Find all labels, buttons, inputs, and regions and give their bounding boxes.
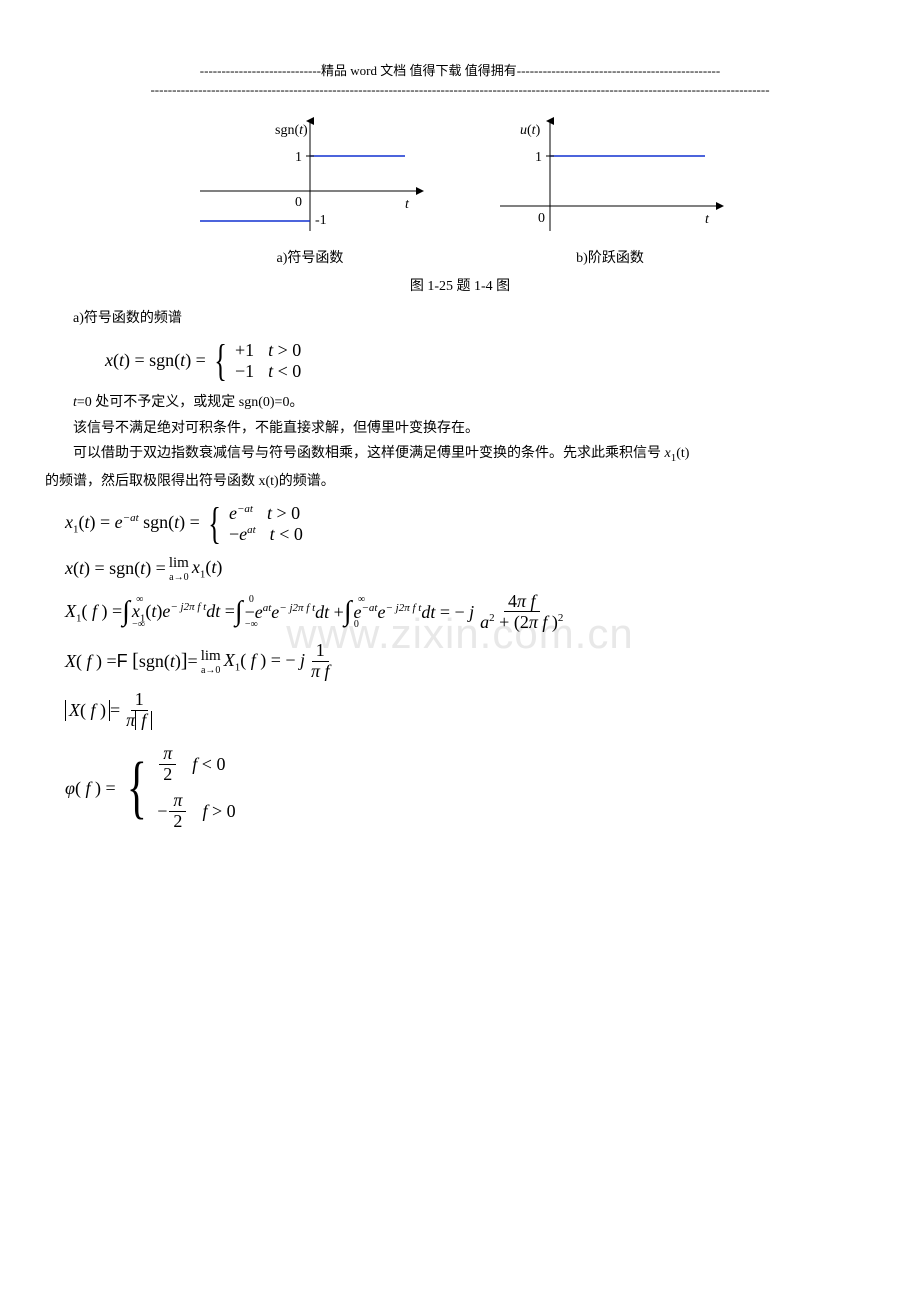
sgn-def-r1v: +1 <box>235 340 254 361</box>
step-ylabel: u(t) <box>520 123 541 138</box>
step-caption: b)阶跃函数 <box>495 247 725 267</box>
header-dash-suffix: ----------------------------------------… <box>517 63 720 78</box>
lim2u: a→0 <box>201 665 220 676</box>
eq-x1-def: x1(t) = e−at sgn(t) = { e−att > 0 −eatt … <box>65 502 875 546</box>
eq-X1f: X1( f ) = ∫∞−∞ x1(t)e− j2π f tdt = ∫0−∞ … <box>65 592 875 634</box>
Xf-num: 1 <box>312 641 329 662</box>
sgn-xlabel: t <box>405 197 410 212</box>
figure-sgn: sgn(t) 1 -1 0 t a)符号函数 <box>195 116 425 267</box>
abs-num: 1 <box>131 690 148 711</box>
lim2: lim <box>201 648 221 665</box>
header-dash-prefix: ---------------------------- <box>200 63 321 78</box>
step-plot: u(t) 1 0 t <box>495 116 725 236</box>
sgn-tick-1: 1 <box>295 150 302 165</box>
para1: t=0 处可不予定义，或规定 sgn(0)=0。 <box>45 391 875 415</box>
sgn-ylabel: sgn(t) <box>275 123 308 138</box>
phi-r2d: 2 <box>169 812 186 832</box>
sgn-tick-n1: -1 <box>315 213 327 228</box>
header-divider: ----------------------------------------… <box>45 82 875 98</box>
sgn-plot: sgn(t) 1 -1 0 t <box>195 116 425 236</box>
step-xlabel: t <box>705 212 710 227</box>
doc-header: ----------------------------精品 word 文档 值… <box>45 60 875 79</box>
eq-xt-lim: x(t) = sgn(t) = lima→0 x1(t) <box>65 554 875 584</box>
fourier-sym: F <box>117 651 128 672</box>
para2: 该信号不满足绝对可积条件，不能直接求解，但傅里叶变换存在。 <box>45 417 875 441</box>
figures-row: sgn(t) 1 -1 0 t a)符号函数 <box>45 116 875 267</box>
eq-phi: φ( f ) = { π2 f < 0 −π2 f > 0 <box>65 744 875 831</box>
step-tick-1: 1 <box>535 150 542 165</box>
section-a-title: a)符号函数的频谱 <box>45 307 875 331</box>
eq-Xf: X( f ) = F [sgn(t)] = lima→0 X1( f ) = −… <box>65 641 875 682</box>
main-figure-caption: 图 1-25 题 1-4 图 <box>45 275 875 295</box>
header-title: 精品 word 文档 值得下载 值得拥有 <box>321 63 517 78</box>
sgn-caption: a)符号函数 <box>195 247 425 267</box>
eq-sgn-def: x(t) = sgn(t) = { +1t > 0 −1t < 0 <box>105 339 875 383</box>
phi-r1d: 2 <box>159 765 176 785</box>
lim1: lim <box>169 555 189 572</box>
para3: 可以借助于双边指数衰减信号与符号函数相乘，这样便满足傅里叶变换的条件。先求此乘积… <box>45 442 875 467</box>
sgn-def-r2v: −1 <box>235 361 254 382</box>
step-zero: 0 <box>538 211 545 226</box>
phi-r1n: π <box>159 744 176 765</box>
figure-step: u(t) 1 0 t b)阶跃函数 <box>495 116 725 267</box>
eq-absXf: X( f ) = 1 πf <box>65 690 875 731</box>
sgn-zero: 0 <box>295 195 302 210</box>
para4: 的频谱，然后取极限得出符号函数 x(t)的频谱。 <box>45 470 875 494</box>
para3a: 可以借助于双边指数衰减信号与符号函数相乘，这样便满足傅里叶变换的条件。先求此乘积… <box>73 446 665 461</box>
para3c: (t) <box>676 446 689 461</box>
phi-r2n: π <box>169 791 186 812</box>
lim1u: a→0 <box>169 572 188 583</box>
